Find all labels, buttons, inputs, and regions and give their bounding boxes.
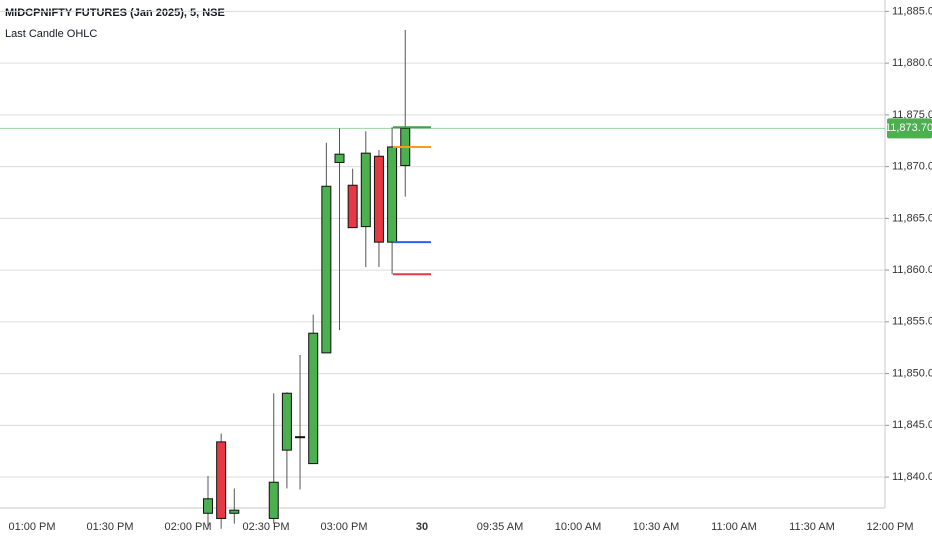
candle-body [216, 441, 227, 519]
candle-body [229, 509, 240, 514]
y-tick-label: 11,860.00 [892, 264, 932, 276]
x-tick-label: 11:00 AM [711, 521, 757, 533]
x-tick-label: 02:00 PM [164, 521, 211, 533]
x-tick-label: 09:35 AM [477, 521, 523, 533]
candle-body [360, 152, 371, 228]
y-tick-label: 11,845.00 [892, 419, 932, 431]
y-tick-label: 11,855.00 [892, 316, 932, 328]
candle-body [373, 155, 384, 243]
y-tick-label: 11,880.00 [892, 57, 932, 69]
grid [0, 10, 885, 478]
y-tick-label: 11,875.00 [892, 109, 932, 121]
x-tick-label: 01:00 PM [8, 521, 55, 533]
y-tick-label: 11,865.00 [892, 212, 932, 224]
candle-body [308, 332, 319, 465]
candle-body [295, 436, 306, 439]
last-price-badge [887, 118, 932, 139]
y-tick-label: 11,885.00 [892, 5, 932, 17]
x-tick-label: 02:30 PM [242, 521, 289, 533]
x-tick-label: 01:30 PM [86, 521, 133, 533]
y-tick-label: 11,850.00 [892, 367, 932, 379]
x-tick-label: 10:00 AM [555, 521, 601, 533]
x-tick-label: 03:00 PM [320, 521, 367, 533]
x-tick-label: 12:00 PM [866, 521, 913, 533]
candle-body [281, 392, 292, 451]
candle-body [347, 184, 358, 229]
candle-body [321, 185, 332, 354]
y-tick-label: 11,840.00 [892, 471, 932, 483]
y-tick-label: 11,870.00 [892, 161, 932, 173]
candle-body [334, 153, 345, 163]
x-tick-label: 30 [416, 521, 428, 533]
x-tick-label: 10:30 AM [633, 521, 679, 533]
chart-title: MIDCPNIFTY FUTURES (Jan 2025), 5, NSE [5, 7, 225, 19]
candle-body [268, 481, 279, 519]
candle-body [387, 146, 398, 243]
indicator-label: Last Candle OHLC [5, 28, 97, 40]
last-price-label: 11,873.70 [885, 122, 932, 134]
x-tick-label: 11:30 AM [789, 521, 835, 533]
candle-body [203, 498, 213, 514]
